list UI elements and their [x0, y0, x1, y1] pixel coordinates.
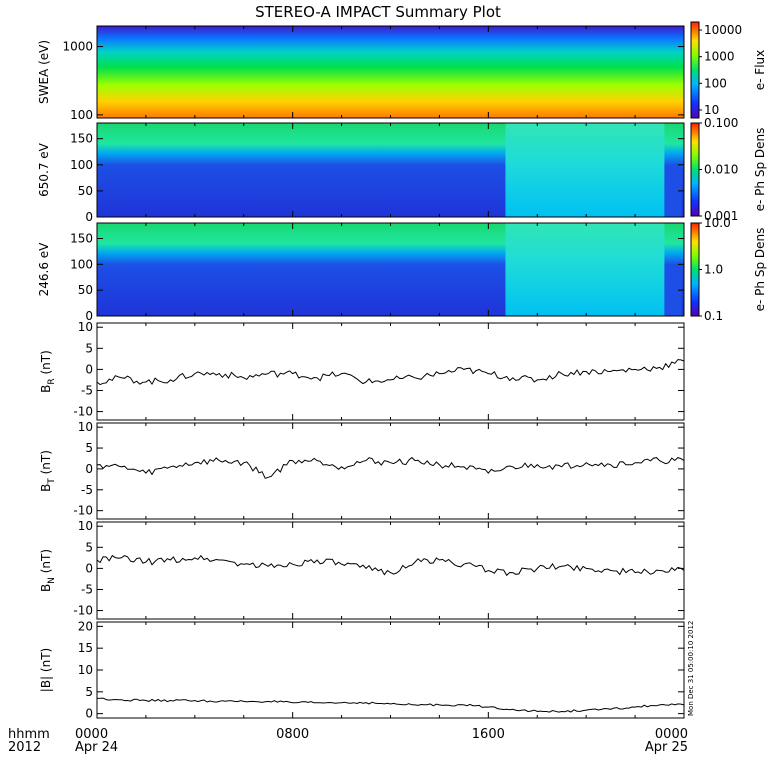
ytick-label: -10 — [73, 604, 93, 618]
ytick-label: 100 — [70, 257, 93, 271]
ytick-label: 0 — [85, 707, 93, 721]
panel-frame — [96, 422, 685, 520]
ytick-label: 10 — [78, 320, 93, 334]
y-axis-label: |B| (nT) — [39, 648, 53, 692]
colorbar-tick-label: 0.100 — [704, 116, 738, 130]
colorbar-tick-label: 10 — [704, 103, 719, 117]
colorbar-tick-label: 0.010 — [704, 163, 738, 177]
plot-title: STEREO-A IMPACT Summary Plot — [255, 3, 501, 21]
y-axis-label-subscript: T — [47, 478, 57, 485]
ytick-label: 0 — [85, 561, 93, 575]
series-line — [96, 456, 685, 479]
colorbar-tick-label: 1.0 — [704, 263, 723, 277]
generation-stamp: Mon Dec 31 05:00:10 2012 — [687, 621, 695, 716]
panel-7: 0 5 10 15 20 |B| (nT) — [39, 619, 685, 721]
ytick-label: 150 — [70, 132, 93, 146]
colorbar-label: e- Ph Sp Dens — [753, 128, 767, 212]
y-axis-label-main: B — [39, 484, 53, 492]
y-axis-label-main: B — [39, 584, 53, 592]
ytick-label: 5 — [85, 685, 93, 699]
colorbar-tick-label: 0.001 — [704, 209, 738, 223]
y-axis-label-unit: (nT) — [39, 350, 53, 378]
ytick-label: 100 — [70, 158, 93, 172]
time-tick-date: Apr 24 — [75, 740, 118, 755]
pad-spectrogram-end — [664, 264, 682, 316]
ytick-label: -10 — [73, 405, 93, 419]
panel-1: 10 100 1000 10000 e- Flux 100 1000 SWEA (eV) — [37, 21, 767, 122]
swea-spectrogram — [97, 26, 684, 118]
ytick-label: 15 — [78, 641, 93, 655]
panel-frame — [96, 521, 685, 620]
y-axis-label: SWEA (eV) — [37, 40, 51, 104]
ytick-label: 100 — [70, 108, 93, 122]
pad-spectrogram-late — [505, 223, 665, 316]
colorbar-tick-label: 10000 — [704, 23, 742, 37]
panel-3: 0.1 1.0 10.0 e- Ph Sp Dens 0 50 100 150 246.6 eV — [37, 216, 767, 323]
y-axis-label-unit: (nT) — [39, 648, 53, 676]
y-axis-label-subscript: N — [47, 577, 57, 584]
colorbar-label: e- Flux — [753, 50, 767, 90]
pad-spectrogram-end — [664, 165, 682, 217]
time-tick-date: Apr 25 — [645, 740, 688, 755]
ytick-label: 20 — [78, 619, 93, 633]
time-tick-label: 0800 — [276, 727, 309, 742]
time-tick-label: 0000 — [655, 727, 688, 742]
y-axis-label: BR (nT) — [39, 350, 57, 393]
colorbar — [690, 222, 700, 317]
colorbar — [690, 122, 700, 217]
ytick-label: 1000 — [62, 40, 93, 54]
panel-2: 0.001 0.010 0.100 e- Ph Sp Dens 0 50 100 150 650… — [37, 116, 767, 224]
y-axis-label-main: |B| — [39, 676, 53, 692]
panel-6: -10 -5 0 5 10 BN (nT) — [39, 519, 685, 620]
ytick-label: 10 — [78, 420, 93, 434]
time-tick-label: 1600 — [472, 727, 505, 742]
colorbar-tick-label: 100 — [704, 76, 727, 90]
y-axis-label-subscript: R — [47, 378, 57, 384]
ytick-label: 0 — [85, 309, 93, 323]
time-axis-label-year: 2012 — [8, 740, 41, 755]
panel-5: -10 -5 0 5 10 BT (nT) — [39, 420, 685, 520]
colorbar — [690, 21, 700, 119]
ytick-label: 5 — [85, 540, 93, 554]
y-axis-label: BN (nT) — [39, 549, 57, 592]
pad-spectrogram-late — [505, 123, 665, 217]
ytick-label: 0 — [85, 362, 93, 376]
ytick-label: 50 — [78, 283, 93, 297]
colorbar-tick-label: 10.0 — [704, 216, 731, 230]
ytick-label: 0 — [85, 462, 93, 476]
y-axis-label: 246.6 eV — [37, 242, 51, 297]
ytick-label: 50 — [78, 184, 93, 198]
ytick-label: 150 — [70, 232, 93, 246]
y-axis-label-unit: (nT) — [39, 549, 53, 577]
y-axis-label: BT (nT) — [39, 450, 57, 492]
ytick-label: 5 — [85, 341, 93, 355]
ytick-label: -5 — [81, 483, 93, 497]
time-axis-label-hhmm: hhmm — [8, 727, 50, 742]
ytick-label: -10 — [73, 504, 93, 518]
ytick-label: 10 — [78, 519, 93, 533]
colorbar-tick-label: 0.1 — [704, 309, 723, 323]
ytick-label: 5 — [85, 441, 93, 455]
time-tick-label: 0000 — [75, 727, 108, 742]
y-axis-label: 650.7 eV — [37, 142, 51, 197]
y-axis-label-main: B — [39, 385, 53, 393]
series-line — [96, 359, 685, 386]
panel-4: -10 -5 0 5 10 BR (nT) — [39, 320, 685, 421]
ytick-label: -5 — [81, 582, 93, 596]
colorbar-tick-label: 1000 — [704, 50, 735, 64]
ytick-label: 0 — [85, 210, 93, 224]
y-axis-label-unit: (nT) — [39, 450, 53, 478]
colorbar-label: e- Ph Sp Dens — [753, 228, 767, 312]
series-line — [96, 697, 685, 713]
ytick-label: -5 — [81, 383, 93, 397]
ytick-label: 10 — [78, 663, 93, 677]
series-line — [96, 554, 685, 577]
